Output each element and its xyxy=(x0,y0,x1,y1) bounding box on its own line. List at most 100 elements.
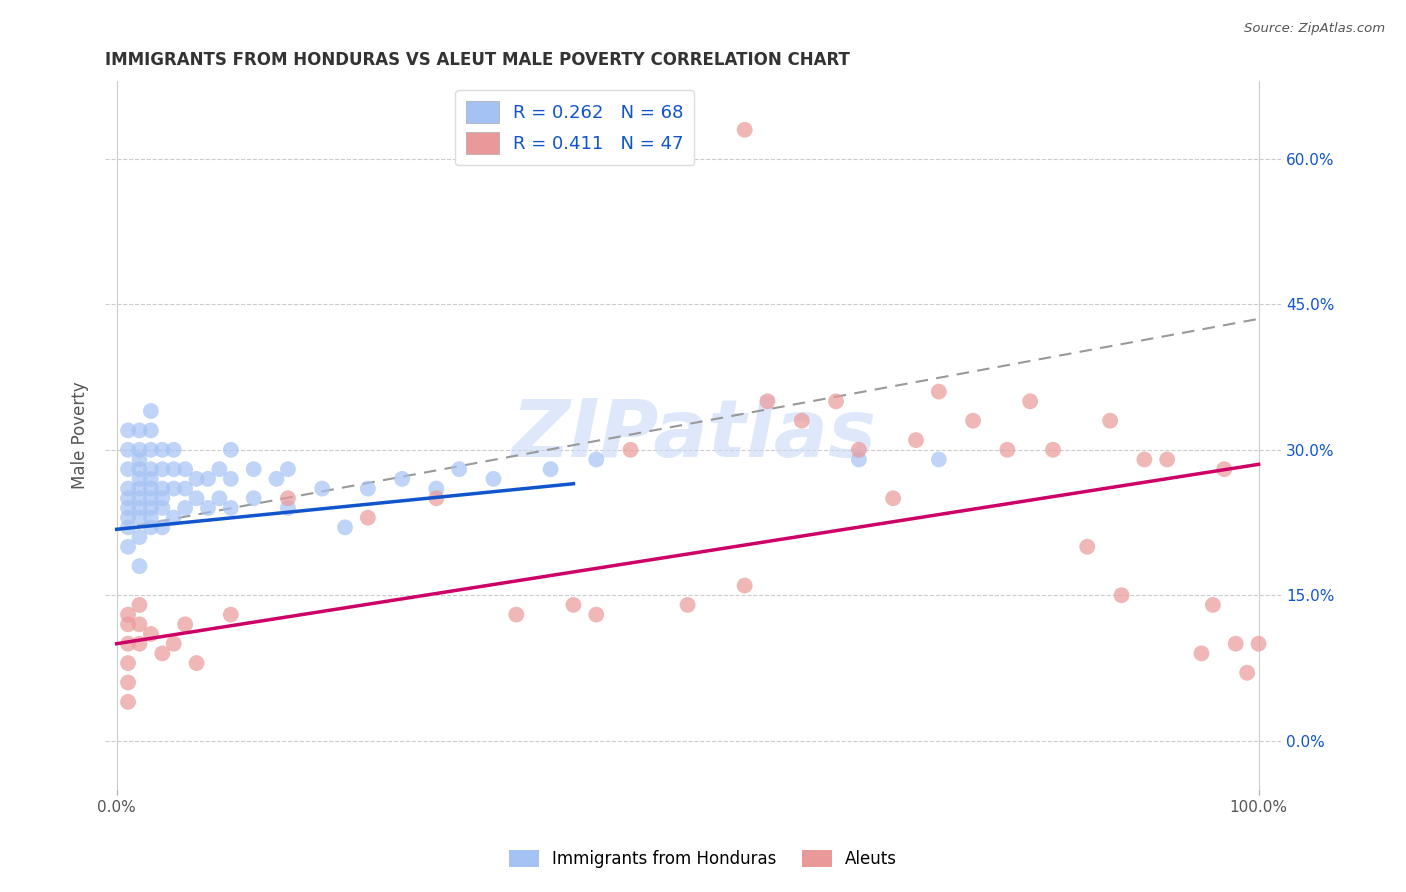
Point xyxy=(277,491,299,506)
Point xyxy=(391,472,413,486)
Point xyxy=(128,491,150,506)
Point xyxy=(219,442,242,457)
Point xyxy=(242,491,264,506)
Point xyxy=(139,510,162,524)
Point xyxy=(139,472,162,486)
Point xyxy=(139,462,162,476)
Legend: R = 0.262   N = 68, R = 0.411   N = 47: R = 0.262 N = 68, R = 0.411 N = 47 xyxy=(456,90,695,165)
Point xyxy=(139,500,162,515)
Point xyxy=(208,462,231,476)
Point xyxy=(150,442,173,457)
Point xyxy=(150,482,173,496)
Point xyxy=(266,472,288,486)
Point xyxy=(619,442,641,457)
Point xyxy=(449,462,471,476)
Point xyxy=(1156,452,1178,467)
Point xyxy=(186,656,208,670)
Point xyxy=(585,452,607,467)
Point xyxy=(117,491,139,506)
Point xyxy=(174,482,197,496)
Point xyxy=(585,607,607,622)
Point xyxy=(128,637,150,651)
Point xyxy=(790,414,813,428)
Point xyxy=(174,617,197,632)
Point xyxy=(139,442,162,457)
Legend: Immigrants from Honduras, Aleuts: Immigrants from Honduras, Aleuts xyxy=(502,843,904,875)
Point xyxy=(734,123,756,137)
Point xyxy=(219,472,242,486)
Point xyxy=(117,510,139,524)
Point xyxy=(425,491,447,506)
Point xyxy=(163,462,186,476)
Point xyxy=(163,637,186,651)
Point xyxy=(186,491,208,506)
Point xyxy=(357,482,380,496)
Point xyxy=(333,520,356,534)
Point xyxy=(425,482,447,496)
Point xyxy=(117,442,139,457)
Point xyxy=(676,598,699,612)
Point xyxy=(186,472,208,486)
Point xyxy=(482,472,505,486)
Point xyxy=(128,442,150,457)
Point xyxy=(128,452,150,467)
Point xyxy=(128,510,150,524)
Point xyxy=(197,500,219,515)
Point xyxy=(197,472,219,486)
Point xyxy=(848,442,870,457)
Point xyxy=(128,462,150,476)
Point xyxy=(117,540,139,554)
Point xyxy=(139,627,162,641)
Text: ZIPatlas: ZIPatlas xyxy=(510,396,876,475)
Point xyxy=(540,462,562,476)
Point xyxy=(277,500,299,515)
Point xyxy=(128,472,150,486)
Point xyxy=(277,462,299,476)
Point xyxy=(928,452,950,467)
Point xyxy=(117,520,139,534)
Point xyxy=(1191,647,1213,661)
Point xyxy=(1111,588,1133,602)
Point xyxy=(150,500,173,515)
Point xyxy=(128,500,150,515)
Point xyxy=(117,675,139,690)
Point xyxy=(174,500,197,515)
Point xyxy=(1225,637,1247,651)
Point xyxy=(219,607,242,622)
Point xyxy=(117,482,139,496)
Point xyxy=(1099,414,1122,428)
Point xyxy=(1213,462,1236,476)
Point xyxy=(150,491,173,506)
Point xyxy=(928,384,950,399)
Point xyxy=(174,462,197,476)
Point xyxy=(117,617,139,632)
Point xyxy=(139,491,162,506)
Point xyxy=(163,482,186,496)
Point xyxy=(163,510,186,524)
Point xyxy=(219,500,242,515)
Point xyxy=(117,637,139,651)
Point xyxy=(139,404,162,418)
Point xyxy=(139,520,162,534)
Point xyxy=(756,394,779,409)
Point xyxy=(117,500,139,515)
Point xyxy=(117,656,139,670)
Point xyxy=(242,462,264,476)
Point xyxy=(311,482,333,496)
Point xyxy=(128,559,150,574)
Text: Source: ZipAtlas.com: Source: ZipAtlas.com xyxy=(1244,22,1385,36)
Point xyxy=(1247,637,1270,651)
Point xyxy=(150,462,173,476)
Point xyxy=(163,442,186,457)
Point xyxy=(117,424,139,438)
Point xyxy=(1076,540,1098,554)
Point xyxy=(139,424,162,438)
Point xyxy=(995,442,1018,457)
Point xyxy=(150,647,173,661)
Point xyxy=(734,578,756,592)
Y-axis label: Male Poverty: Male Poverty xyxy=(72,382,89,489)
Point xyxy=(505,607,527,622)
Point xyxy=(128,482,150,496)
Point xyxy=(357,510,380,524)
Point xyxy=(904,433,927,447)
